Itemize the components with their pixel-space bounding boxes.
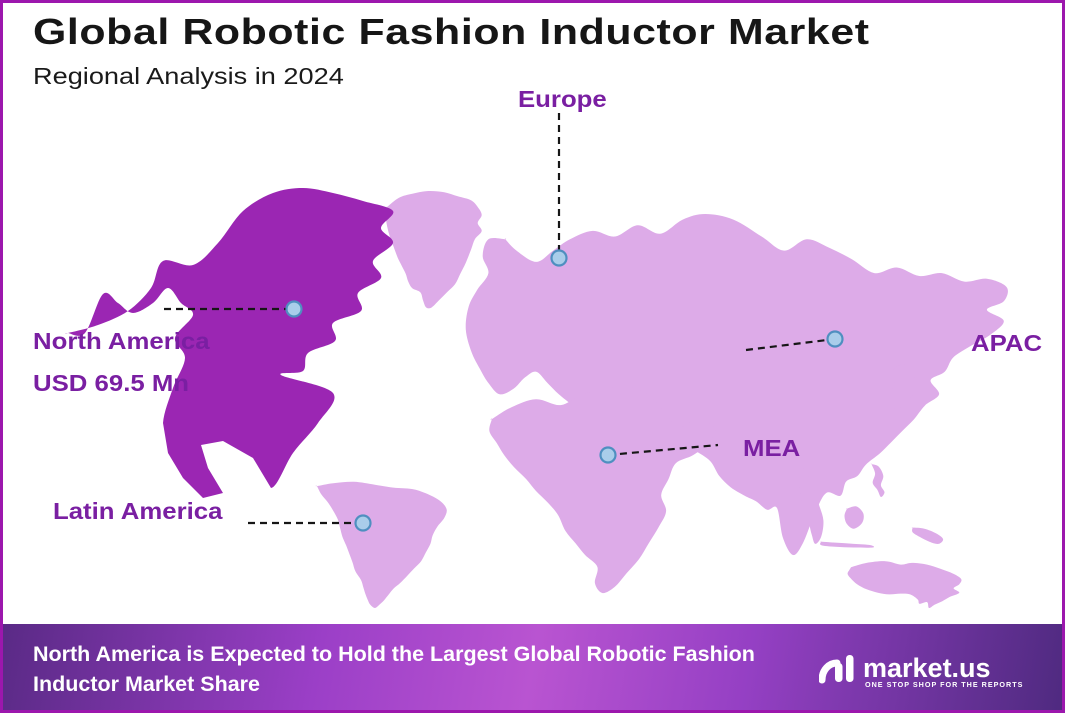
- svg-text:ONE STOP SHOP FOR THE REPORTS: ONE STOP SHOP FOR THE REPORTS: [865, 680, 1023, 689]
- svg-text:market.us: market.us: [863, 653, 991, 683]
